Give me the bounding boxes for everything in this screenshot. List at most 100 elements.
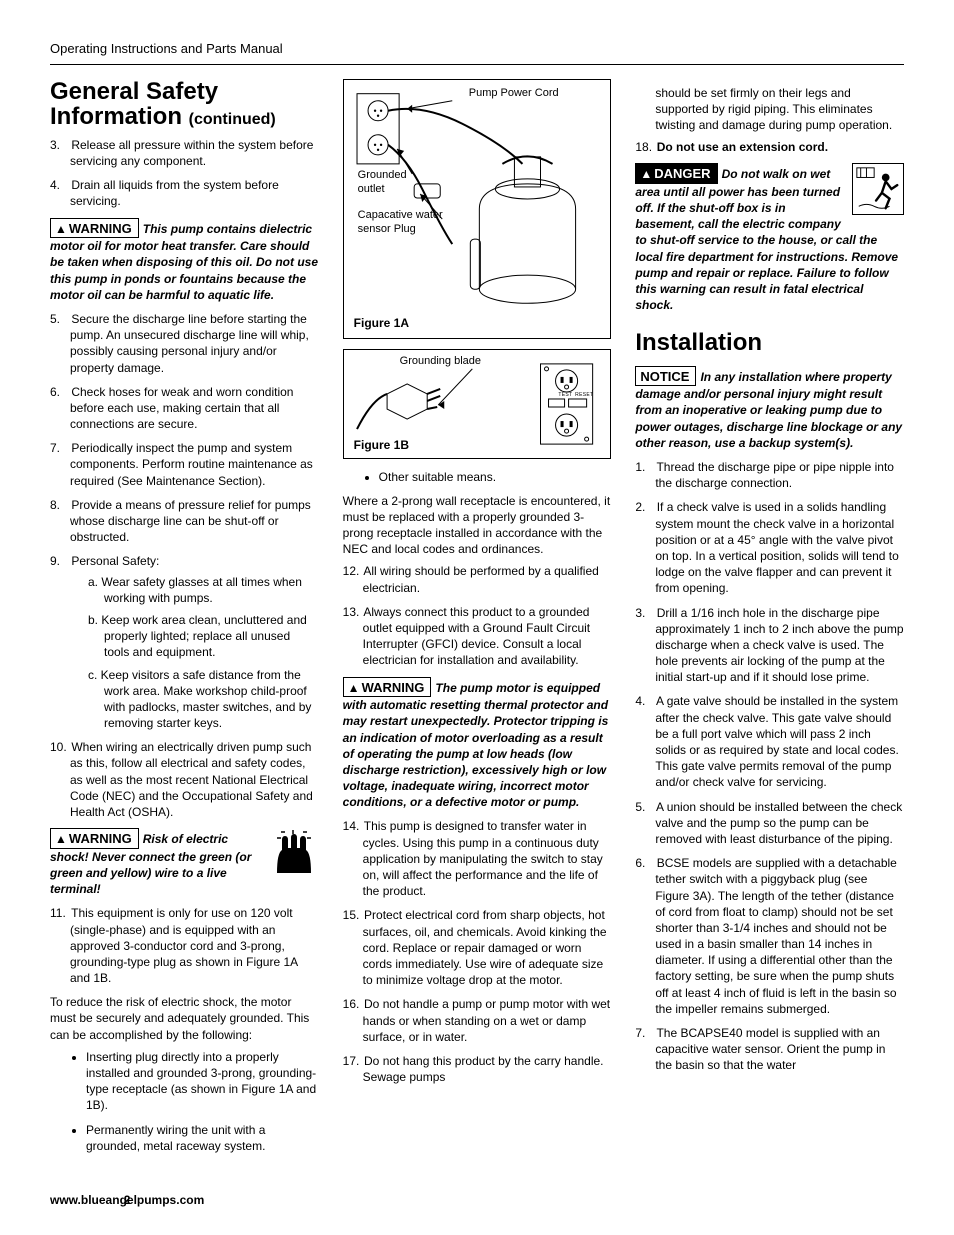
page-header: Operating Instructions and Parts Manual bbox=[50, 40, 904, 58]
bullet-item: Other suitable means. bbox=[379, 469, 612, 485]
bullet-item: Inserting plug directly into a properly … bbox=[86, 1049, 319, 1114]
sub-item: b. Keep work area clean, uncluttered and… bbox=[88, 612, 319, 661]
section-title: General Safety Information (continued) bbox=[50, 79, 319, 129]
item-text: All wiring should be performed by a qual… bbox=[363, 564, 599, 594]
item-text: Periodically inspect the pump and system… bbox=[70, 441, 313, 487]
item-text: Drill a 1/16 inch hole in the discharge … bbox=[655, 606, 903, 685]
warning-icon: ▲ bbox=[55, 222, 67, 236]
item-text: Do not hang this product by the carry ha… bbox=[363, 1054, 604, 1084]
list-item: 17. Do not hang this product by the carr… bbox=[343, 1053, 612, 1085]
warning-text: The pump motor is equipped with automati… bbox=[343, 681, 609, 810]
warning-label: WARNING bbox=[69, 831, 132, 846]
notice-label: NOTICE bbox=[640, 369, 689, 384]
list-item: 7. Periodically inspect the pump and sys… bbox=[50, 440, 319, 489]
list-safety-a: 3. Release all pressure within the syste… bbox=[50, 137, 319, 210]
column-1: General Safety Information (continued) 3… bbox=[50, 79, 319, 1162]
warning-label: WARNING bbox=[69, 221, 132, 236]
warning-icon: ▲ bbox=[348, 681, 360, 695]
figure-1b-svg bbox=[352, 358, 603, 450]
list-item: 2. If a check valve is used in a solids … bbox=[635, 499, 904, 596]
item-num: 18. bbox=[635, 139, 653, 155]
item-text: Protect electrical cord from sharp objec… bbox=[363, 908, 607, 987]
item-text: The BCAPSE40 model is supplied with an c… bbox=[655, 1026, 885, 1072]
list-item: 3. Release all pressure within the syste… bbox=[50, 137, 319, 169]
item-text: Do not handle a pump or pump motor with … bbox=[363, 997, 610, 1043]
column-2: Pump Power Cord Grounded outlet Capacati… bbox=[343, 79, 612, 1162]
item-text: This equipment is only for use on 120 vo… bbox=[70, 906, 297, 985]
warning-icon: ▲ bbox=[640, 167, 652, 181]
list-item: 1. Thread the discharge pipe or pipe nip… bbox=[635, 459, 904, 491]
hand-shock-icon bbox=[267, 828, 319, 880]
notice-badge: NOTICE bbox=[635, 366, 696, 387]
reduce-risk-para: To reduce the risk of electric shock, th… bbox=[50, 994, 319, 1043]
item-text: This pump is designed to transfer water … bbox=[363, 819, 603, 898]
warning-badge: ▲WARNING bbox=[50, 218, 139, 239]
list-item: 8. Provide a means of pressure relief fo… bbox=[50, 497, 319, 546]
label-grounding-blade: Grounding blade bbox=[400, 354, 481, 369]
title-line1: General Safety bbox=[50, 78, 218, 105]
list-col2-b: 14. This pump is designed to transfer wa… bbox=[343, 818, 612, 1085]
item17-continuation: should be set firmly on their legs and s… bbox=[635, 85, 904, 134]
list-item: 6. BCSE models are supplied with a detac… bbox=[635, 855, 904, 1017]
item-text: Thread the discharge pipe or pipe nipple… bbox=[655, 460, 894, 490]
figure-1a-caption: Figure 1A bbox=[354, 315, 409, 331]
installation-title: Installation bbox=[635, 327, 904, 359]
gfci-reset-label: RESET bbox=[575, 392, 593, 399]
grounding-bullets: Inserting plug directly into a properly … bbox=[50, 1049, 319, 1154]
sublist-personal-safety: a. Wear safety glasses at all times when… bbox=[70, 574, 319, 732]
list-item: 3. Drill a 1/16 inch hole in the dischar… bbox=[635, 605, 904, 686]
list-item: 13. Always connect this product to a gro… bbox=[343, 604, 612, 669]
item-text: Keep visitors a safe distance from the w… bbox=[101, 668, 312, 731]
title-continued: (continued) bbox=[189, 111, 276, 128]
other-means-bullet: Other suitable means. bbox=[343, 469, 612, 485]
list-item: 15. Protect electrical cord from sharp o… bbox=[343, 907, 612, 988]
list-item: 5. Secure the discharge line before star… bbox=[50, 311, 319, 376]
item-text: If a check valve is used in a solids han… bbox=[655, 500, 898, 595]
page-number: 2 bbox=[124, 1192, 131, 1208]
list-item: 12. All wiring should be performed by a … bbox=[343, 563, 612, 595]
column-3: should be set firmly on their legs and s… bbox=[635, 79, 904, 1162]
header-rule bbox=[50, 64, 904, 65]
list-item: 10. When wiring an electrically driven p… bbox=[50, 739, 319, 820]
list-item: 7. The BCAPSE40 model is supplied with a… bbox=[635, 1025, 904, 1074]
para-2prong: Where a 2-prong wall receptacle is encou… bbox=[343, 493, 612, 558]
sub-item: c. Keep visitors a safe distance from th… bbox=[88, 667, 319, 732]
list-safety-c: 11. This equipment is only for use on 12… bbox=[50, 905, 319, 986]
warning-badge: ▲WARNING bbox=[50, 828, 139, 849]
warning-callout-2: ▲WARNINGRisk of electric shock! Never co… bbox=[50, 828, 319, 897]
list-item: 14. This pump is designed to transfer wa… bbox=[343, 818, 612, 899]
slip-hazard-icon bbox=[852, 163, 904, 215]
item-text: Keep work area clean, uncluttered and pr… bbox=[101, 613, 306, 659]
danger-callout: ▲DANGERDo not walk on wet area until all… bbox=[635, 163, 904, 313]
item-text: Wear safety glasses at all times when wo… bbox=[101, 575, 302, 605]
list-item: 9. Personal Safety: a. Wear safety glass… bbox=[50, 553, 319, 731]
list-item: 6. Check hoses for weak and worn conditi… bbox=[50, 384, 319, 433]
list-item18: 18. Do not use an extension cord. bbox=[635, 139, 904, 155]
warning-icon: ▲ bbox=[55, 832, 67, 846]
list-item: 16. Do not handle a pump or pump motor w… bbox=[343, 996, 612, 1045]
list-item: 11. This equipment is only for use on 12… bbox=[50, 905, 319, 986]
item-text: BCSE models are supplied with a detachab… bbox=[655, 856, 896, 1016]
item-text: Drain all liquids from the system before… bbox=[70, 178, 279, 208]
figure-1a: Pump Power Cord Grounded outlet Capacati… bbox=[343, 79, 612, 339]
item-text: Provide a means of pressure relief for p… bbox=[70, 498, 311, 544]
item-text: Release all pressure within the system b… bbox=[70, 138, 313, 168]
list-item: 18. Do not use an extension cord. bbox=[635, 139, 904, 155]
figure-1b: Grounding blade TEST RESET Figure 1B bbox=[343, 349, 612, 459]
title-line2: Information bbox=[50, 103, 189, 130]
item-text: Do not use an extension cord. bbox=[657, 140, 828, 154]
list-item: 5. A union should be installed between t… bbox=[635, 799, 904, 848]
item-text: When wiring an electrically driven pump … bbox=[70, 740, 313, 819]
item-text: Secure the discharge line before startin… bbox=[70, 312, 309, 375]
warning-callout-3: ▲WARNINGThe pump motor is equipped with … bbox=[343, 677, 612, 811]
list-col2-a: 12. All wiring should be performed by a … bbox=[343, 563, 612, 668]
item-text: Always connect this product to a grounde… bbox=[363, 605, 590, 668]
item-text: A union should be installed between the … bbox=[655, 800, 902, 846]
notice-callout: NOTICEIn any installation where property… bbox=[635, 366, 904, 451]
content-columns: General Safety Information (continued) 3… bbox=[50, 79, 904, 1162]
item-text: Check hoses for weak and worn condition … bbox=[70, 385, 293, 431]
list-installation: 1. Thread the discharge pipe or pipe nip… bbox=[635, 459, 904, 1074]
label-grounded-outlet: Grounded outlet bbox=[358, 168, 428, 198]
sub-item: a. Wear safety glasses at all times when… bbox=[88, 574, 319, 606]
bullet-item: Permanently wiring the unit with a groun… bbox=[86, 1122, 319, 1154]
